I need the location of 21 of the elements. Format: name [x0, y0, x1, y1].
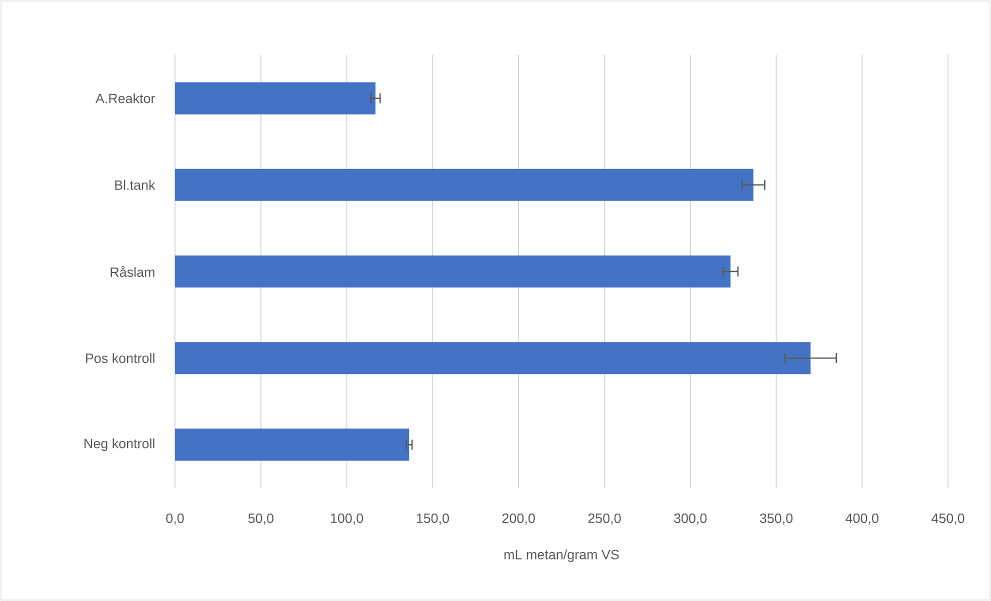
x-tick-label: 300,0	[674, 514, 707, 525]
bar	[175, 428, 410, 461]
y-tick-label: A.Reaktor	[95, 93, 155, 104]
x-tick-label: 400,0	[846, 514, 878, 525]
x-axis-title: mL metan/gram VS	[504, 549, 619, 562]
x-tick-label: 450,0	[931, 514, 964, 525]
x-tick-label: 350,0	[760, 514, 793, 525]
x-tick-label: 200,0	[502, 514, 535, 525]
x-tick-label: 50,0	[248, 514, 274, 525]
x-tick-label: 150,0	[416, 514, 449, 525]
y-tick-label: Bl.tank	[115, 180, 156, 190]
x-tick-label: 100,0	[330, 514, 364, 525]
y-tick-label: Neg kontroll	[84, 438, 154, 451]
x-tick-label: 0,0	[166, 514, 184, 525]
bar	[175, 255, 731, 288]
bar	[175, 342, 811, 374]
bar	[175, 82, 376, 114]
bar	[175, 168, 754, 201]
y-tick-label: Råslam	[110, 266, 154, 277]
y-tick-label: Pos kontroll	[86, 353, 154, 364]
x-tick-label: 250,0	[588, 514, 621, 525]
